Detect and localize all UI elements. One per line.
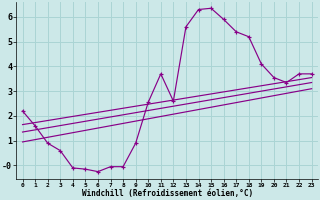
X-axis label: Windchill (Refroidissement éolien,°C): Windchill (Refroidissement éolien,°C) <box>82 189 253 198</box>
